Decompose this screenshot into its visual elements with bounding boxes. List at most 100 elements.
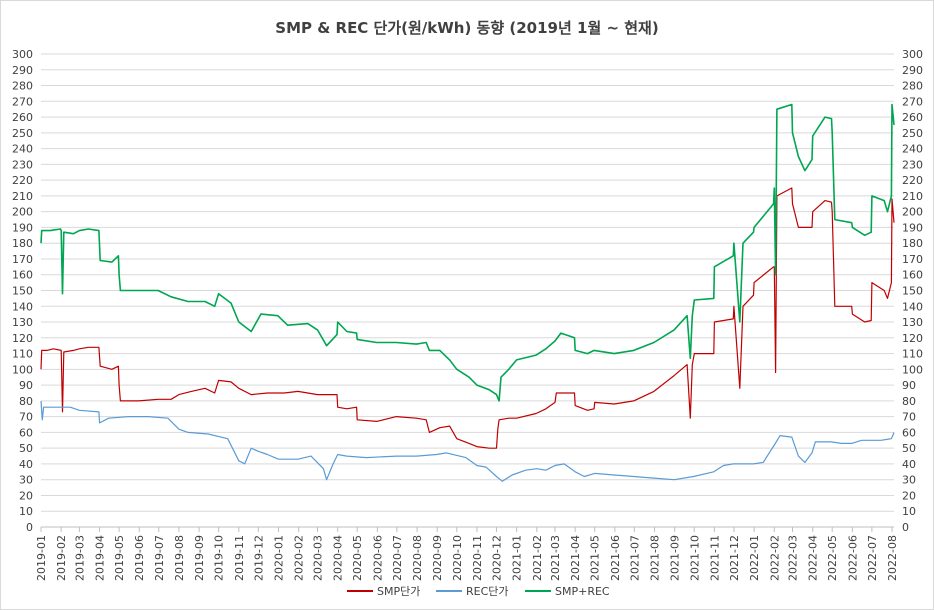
series-line-3 [40, 103, 895, 402]
y-tick-label-right: 50 [902, 442, 916, 455]
y-tick-label-right: 10 [902, 505, 916, 518]
x-tick-label: 2019-02 [55, 535, 68, 581]
y-tick-label-right: 120 [902, 332, 923, 345]
x-tick-label: 2021-12 [728, 535, 741, 581]
y-tick-label-left: 200 [12, 206, 33, 219]
y-tick-label-left: 190 [12, 221, 33, 234]
x-tick-label: 2021-11 [708, 535, 721, 581]
y-tick-label-right: 80 [902, 395, 916, 408]
y-tick-label-right: 150 [902, 285, 923, 298]
y-tick-label-left: 240 [12, 143, 33, 156]
x-tick-label: 2021-01 [511, 535, 524, 581]
x-tick-label: 2019-08 [173, 535, 186, 581]
y-tick-label-right: 190 [902, 221, 923, 234]
x-tick-label: 2020-02 [293, 535, 306, 581]
y-tick-label-left: 80 [19, 395, 33, 408]
y-tick-label-right: 290 [902, 64, 923, 77]
y-tick-label-left: 270 [12, 95, 33, 108]
y-tick-label-right: 140 [902, 300, 923, 313]
y-tick-label-right: 260 [902, 111, 923, 124]
legend-label-1: SMP단가 [377, 585, 420, 598]
y-tick-label-right: 180 [902, 237, 923, 250]
y-tick-label-left: 90 [19, 379, 33, 392]
x-tick-label: 2019-04 [94, 535, 107, 581]
series-layer [40, 103, 895, 482]
y-tick-label-left: 230 [12, 158, 33, 171]
x-tick-label: 2019-10 [213, 535, 226, 581]
x-tick-label: 2022-08 [886, 535, 899, 581]
legend: SMP단가 REC단가 SMP+REC [347, 585, 610, 598]
y-tick-label-left: 100 [12, 363, 33, 376]
y-tick-label-right: 300 [902, 48, 923, 61]
y-tick-label-left: 280 [12, 80, 33, 93]
x-tick-label: 2022-01 [748, 535, 761, 581]
gridlines [41, 53, 894, 528]
x-tick-label: 2020-07 [391, 535, 404, 581]
y-tick-label-right: 90 [902, 379, 916, 392]
series-line-1 [40, 187, 895, 449]
x-tick-label: 2022-05 [826, 535, 839, 581]
y-tick-label-left: 300 [12, 48, 33, 61]
y-tick-label-left: 220 [12, 174, 33, 187]
y-tick-label-left: 160 [12, 269, 33, 282]
x-tick-label: 2021-09 [669, 535, 682, 581]
y-tick-label-left: 150 [12, 285, 33, 298]
y-tick-label-left: 30 [19, 474, 33, 487]
series-line-2 [40, 400, 895, 482]
x-tick-label: 2019-11 [233, 535, 246, 581]
x-axis: 2019-01 2019-02 2019-03 2019-04 2019-05 2019-… [35, 526, 899, 581]
y-tick-label-right: 220 [902, 174, 923, 187]
y-axis-right: 0 10 20 30 40 50 60 70 80 90 100 110 120 130 140 150 160… [902, 48, 923, 534]
y-tick-label-left: 180 [12, 237, 33, 250]
x-tick-label: 2020-03 [312, 535, 325, 581]
x-tick-label: 2021-07 [628, 535, 641, 581]
x-tick-label: 2020-06 [371, 535, 384, 581]
y-tick-label-left: 10 [19, 505, 33, 518]
x-tick-label: 2019-06 [133, 535, 146, 581]
y-tick-label-right: 270 [902, 95, 923, 108]
x-tick-label: 2022-06 [846, 535, 859, 581]
y-tick-label-right: 30 [902, 474, 916, 487]
x-tick-label: 2021-10 [688, 535, 701, 581]
x-tick-label: 2020-01 [272, 535, 285, 581]
y-tick-label-left: 210 [12, 190, 33, 203]
x-tick-label: 2022-04 [807, 535, 820, 581]
y-tick-label-left: 140 [12, 300, 33, 313]
x-tick-label: 2021-02 [531, 535, 544, 581]
x-tick-label: 2021-04 [569, 535, 582, 581]
x-tick-label: 2020-10 [451, 535, 464, 581]
y-axis-left: 0 10 20 30 40 50 60 70 80 90 100 110 120 130 140 150 160… [12, 48, 33, 534]
y-tick-label-left: 60 [19, 426, 33, 439]
x-tick-label: 2019-03 [73, 535, 86, 581]
y-tick-label-right: 280 [902, 80, 923, 93]
y-tick-label-right: 130 [902, 316, 923, 329]
x-tick-label: 2020-11 [471, 535, 484, 581]
x-tick-label: 2019-12 [252, 535, 265, 581]
x-tick-label: 2022-07 [866, 535, 879, 581]
x-tick-label: 2019-01 [35, 535, 48, 581]
y-tick-label-right: 60 [902, 426, 916, 439]
y-tick-label-right: 110 [902, 348, 923, 361]
x-tick-label: 2021-05 [589, 535, 602, 581]
y-tick-label-left: 40 [19, 458, 33, 471]
y-tick-label-right: 250 [902, 127, 923, 140]
y-tick-label-right: 170 [902, 253, 923, 266]
x-tick-label: 2021-06 [609, 535, 622, 581]
y-tick-label-left: 70 [19, 411, 33, 424]
y-tick-label-right: 210 [902, 190, 923, 203]
y-tick-label-right: 100 [902, 363, 923, 376]
y-tick-label-left: 290 [12, 64, 33, 77]
y-tick-label-right: 230 [902, 158, 923, 171]
x-tick-label: 2021-03 [549, 535, 562, 581]
legend-label-2: REC단가 [466, 585, 509, 598]
y-tick-label-left: 130 [12, 316, 33, 329]
x-tick-label: 2021-08 [649, 535, 662, 581]
y-tick-label-left: 0 [26, 521, 33, 534]
x-tick-label: 2019-07 [153, 535, 166, 581]
y-tick-label-left: 110 [12, 348, 33, 361]
x-tick-label: 2020-04 [332, 535, 345, 581]
legend-label-3: SMP+REC [555, 585, 610, 598]
x-tick-label: 2022-03 [786, 535, 799, 581]
